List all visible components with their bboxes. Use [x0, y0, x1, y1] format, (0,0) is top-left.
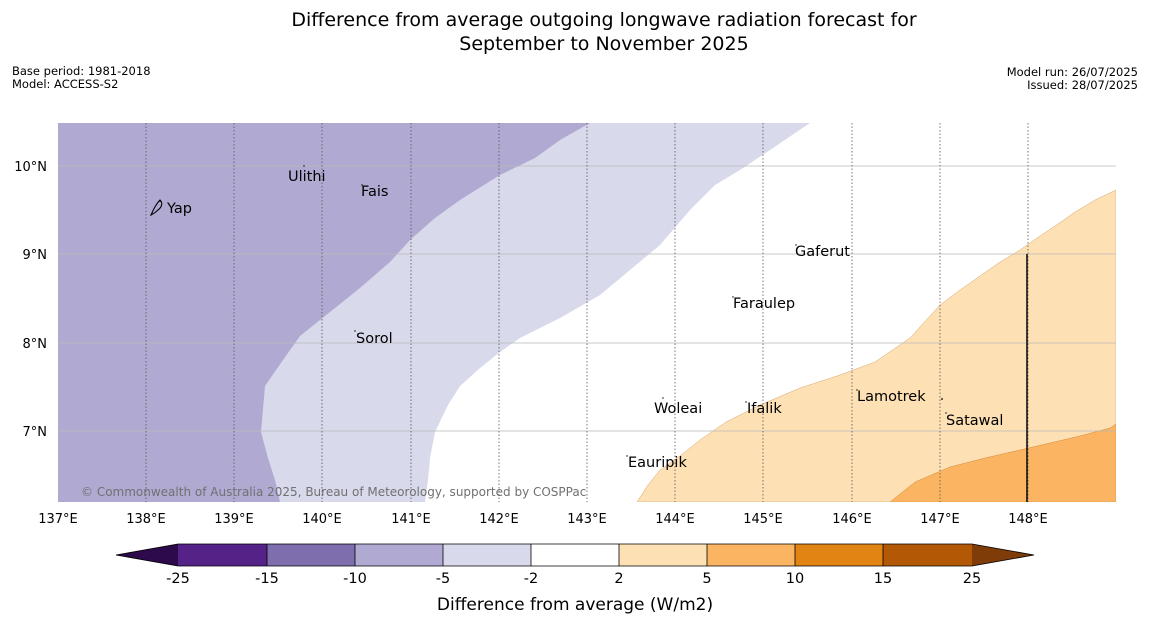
meta-left: Base period: 1981-2018 Model: ACCESS-S2	[12, 65, 151, 91]
colorbar-bin-5	[531, 544, 619, 566]
model-run-text: Model run: 26/07/2025	[1006, 65, 1138, 79]
colorbar-label: 25	[963, 571, 981, 587]
colorbar-title: Difference from average (W/m2)	[437, 595, 713, 615]
colorbar-dividers	[266, 544, 884, 566]
region-neg-10-to-5	[58, 123, 590, 502]
colorbar-bin-1	[178, 544, 267, 566]
lat-tick-labels: 10°N 9°N 8°N 7°N	[14, 160, 47, 440]
place-labels: Yap Ulithi Fais Gaferut Faraulep Sorol L…	[166, 169, 1003, 471]
place-label-ulithi: Ulithi	[288, 169, 326, 185]
lat-tick-9n: 9°N	[23, 248, 48, 263]
place-label-lamotrek: Lamotrek	[857, 389, 926, 405]
region-pos-2-to-5	[636, 189, 1116, 502]
colorbar-bin-2	[267, 544, 355, 566]
title-line-1: Difference from average outgoing longwav…	[291, 9, 917, 31]
colorbar-label: -2	[524, 571, 538, 587]
colorbar-labels: -25 -15 -10 -5 -2 2 5 10 15 25	[166, 571, 981, 587]
lat-tick-7n: 7°N	[23, 425, 48, 440]
longitude-gridlines	[145, 123, 1029, 502]
colorbar-bin-3	[355, 544, 443, 566]
copyright-text: © Commonwealth of Australia 2025, Bureau…	[81, 485, 586, 499]
colorbar-outline	[115, 543, 1035, 567]
colorbar-bin-4	[443, 544, 531, 566]
lon-tick-141e: 141°E	[391, 512, 431, 527]
colorbar-label: -5	[436, 571, 450, 587]
island-dots	[303, 165, 947, 457]
lat-tick-10n: 10°N	[14, 160, 47, 175]
yap-island-dot	[159, 200, 161, 202]
colorbar-label: -10	[343, 571, 367, 587]
meta-right: Model run: 26/07/2025 Issued: 28/07/2025	[1007, 66, 1138, 92]
place-label-fais: Fais	[361, 184, 388, 200]
place-label-satawal: Satawal	[946, 413, 1003, 429]
lon-tick-138e: 138°E	[126, 512, 166, 527]
colorbar-bin-9	[883, 544, 972, 566]
issued-text: Issued: 28/07/2025	[1027, 78, 1138, 92]
lon-tick-147e: 147°E	[920, 512, 960, 527]
colorbar-bin-6	[619, 544, 707, 566]
lon-tick-146e: 146°E	[832, 512, 872, 527]
model-text: Model: ACCESS-S2	[12, 77, 119, 91]
colorbar-label: -15	[255, 571, 279, 587]
lon-tick-148e: 148°E	[1008, 512, 1048, 527]
colorbar-label: 5	[702, 571, 711, 587]
colorbar-bin-8	[795, 544, 883, 566]
lon-tick-labels: 137°E 138°E 139°E 140°E 141°E 142°E 143°…	[38, 512, 1048, 527]
colorbar: -25 -15 -10 -5 -2 2 5 10 15 25 Differenc…	[115, 543, 1035, 615]
colorbar-bin-7	[707, 544, 795, 566]
place-label-yap: Yap	[166, 201, 192, 217]
lat-tick-8n: 8°N	[23, 337, 48, 352]
title-line-2: September to November 2025	[459, 33, 749, 55]
place-label-woleai: Woleai	[654, 401, 702, 417]
colorbar-extend-high	[972, 544, 1034, 566]
lon-tick-145e: 145°E	[743, 512, 783, 527]
place-label-eauripik: Eauripik	[628, 455, 687, 471]
lon-tick-137e: 137°E	[38, 512, 78, 527]
region-pos-5-to-10	[889, 423, 1116, 502]
place-label-faraulep: Faraulep	[733, 296, 795, 312]
lon-tick-139e: 139°E	[214, 512, 254, 527]
place-label-gaferut: Gaferut	[795, 244, 850, 260]
map-plot-area: Yap Ulithi Fais Gaferut Faraulep Sorol L…	[58, 123, 1116, 502]
colorbar-label: 10	[786, 571, 804, 587]
base-period-text: Base period: 1981-2018	[12, 64, 151, 78]
colorbar-label: 15	[874, 571, 892, 587]
lon-tick-142e: 142°E	[479, 512, 519, 527]
chart-title: Difference from average outgoing longwav…	[0, 8, 1150, 56]
lon-tick-140e: 140°E	[302, 512, 342, 527]
place-label-sorol: Sorol	[356, 331, 393, 347]
colorbar-label: 2	[614, 571, 623, 587]
lon-tick-143e: 143°E	[567, 512, 607, 527]
colorbar-label: -25	[166, 571, 190, 587]
place-label-ifalik: Ifalik	[747, 401, 782, 417]
yap-island-shape	[149, 199, 163, 217]
lon-tick-144e: 144°E	[655, 512, 695, 527]
colorbar-extend-low	[116, 544, 178, 566]
